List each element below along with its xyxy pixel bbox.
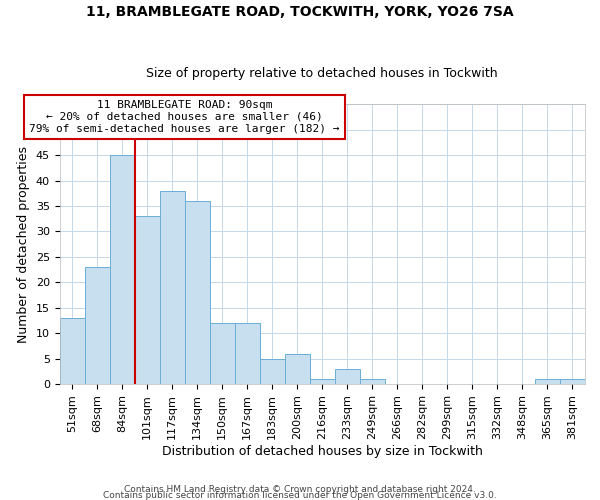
Bar [285,354,310,384]
Text: 11, BRAMBLEGATE ROAD, TOCKWITH, YORK, YO26 7SA: 11, BRAMBLEGATE ROAD, TOCKWITH, YORK, YO… [86,5,514,19]
Bar [260,358,285,384]
Bar [235,323,260,384]
Bar [160,191,185,384]
Bar [335,369,360,384]
Bar [310,379,335,384]
Bar [134,216,160,384]
Bar [209,323,235,384]
Bar [110,155,134,384]
Text: Contains public sector information licensed under the Open Government Licence v3: Contains public sector information licen… [103,490,497,500]
Y-axis label: Number of detached properties: Number of detached properties [17,146,30,342]
Text: 11 BRAMBLEGATE ROAD: 90sqm
← 20% of detached houses are smaller (46)
79% of semi: 11 BRAMBLEGATE ROAD: 90sqm ← 20% of deta… [29,100,340,134]
Text: Contains HM Land Registry data © Crown copyright and database right 2024.: Contains HM Land Registry data © Crown c… [124,484,476,494]
Bar [360,379,385,384]
Bar [59,318,85,384]
Title: Size of property relative to detached houses in Tockwith: Size of property relative to detached ho… [146,66,498,80]
Bar [560,379,585,384]
Bar [535,379,560,384]
X-axis label: Distribution of detached houses by size in Tockwith: Distribution of detached houses by size … [162,444,483,458]
Bar [185,201,209,384]
Bar [85,267,110,384]
